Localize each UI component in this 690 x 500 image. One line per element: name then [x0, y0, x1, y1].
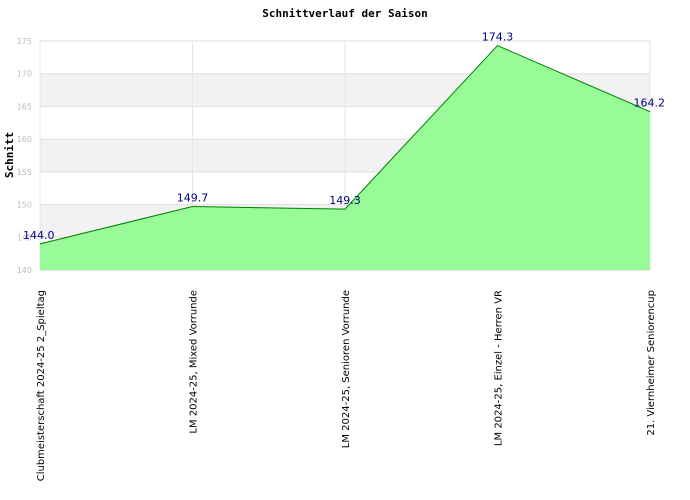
- x-tick-label: LM 2024-25, Einzel - Herren VR: [494, 290, 505, 446]
- data-labels: 144.0 149.7 149.3 174.3 164.2: [23, 31, 665, 242]
- series-line: [39, 44, 651, 245]
- x-tick-label: Clubmeisterschaft 2024-25 2_Spieltag: [36, 290, 47, 481]
- data-label: 149.3: [329, 194, 361, 207]
- series-area: [40, 45, 650, 270]
- x-tick-labels: Clubmeisterschaft 2024-25 2_Spieltag LM 2…: [36, 290, 657, 481]
- data-label: 174.3: [482, 31, 514, 44]
- y-tick-label: 155: [17, 168, 32, 177]
- y-axis-label: Schnitt: [3, 132, 16, 178]
- chart-title: Schnittverlauf der Saison: [262, 7, 428, 20]
- y-tick-label: 170: [17, 70, 32, 79]
- area-layer: [39, 44, 651, 270]
- x-tick-label: LM 2024-25, Senioren Vorrunde: [341, 290, 352, 448]
- data-label: 164.2: [634, 97, 666, 110]
- y-tick-label: 165: [17, 102, 32, 111]
- y-tick-label: 175: [17, 37, 32, 46]
- data-label: 144.0: [23, 229, 55, 242]
- x-tick-label: 21. Viernheimer Seniorencup: [646, 290, 657, 436]
- y-tick-label: 140: [17, 266, 32, 275]
- data-label: 149.7: [177, 192, 209, 205]
- y-tick-label: 160: [17, 135, 32, 144]
- y-tick-label: 145: [17, 233, 32, 242]
- y-tick-label: 150: [17, 201, 32, 210]
- y-tick-labels: 140 145 150 155 160 165 170 175: [17, 37, 32, 275]
- x-tick-label: LM 2024-25, Mixed Vorrunde: [189, 290, 200, 434]
